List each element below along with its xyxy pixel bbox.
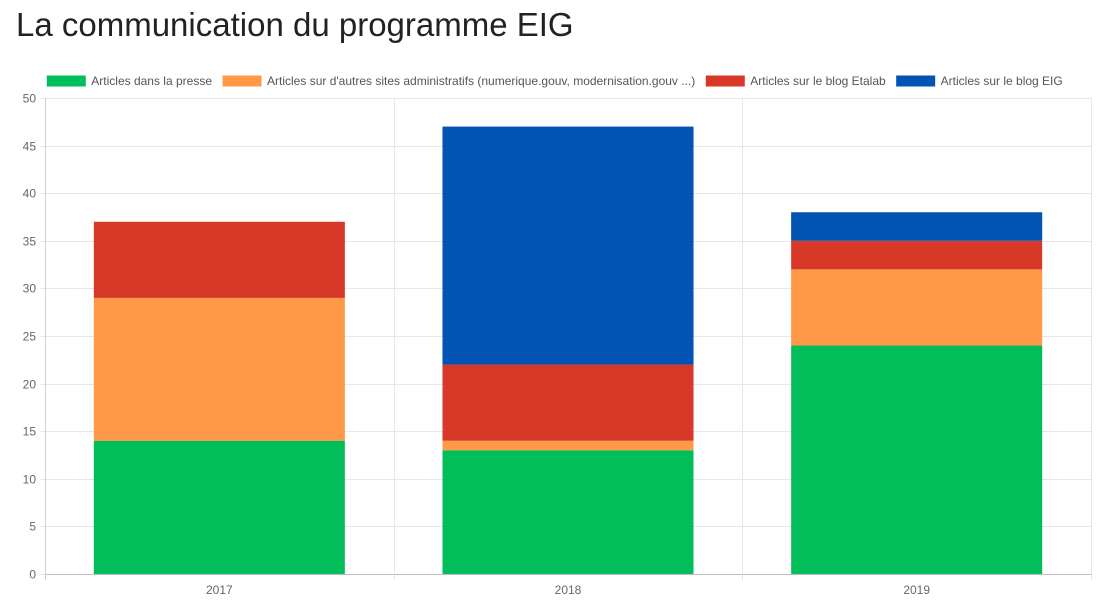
bar-segment[interactable] [442, 450, 694, 574]
legend: Articles dans la presse Articles sur d'au… [45, 74, 1063, 88]
bar-segment[interactable] [791, 212, 1043, 241]
y-tick-label: 15 [23, 425, 37, 439]
bar-segment[interactable] [93, 221, 345, 298]
legend-item[interactable]: Articles sur le blog EIG [895, 74, 1063, 88]
bar-segment[interactable] [791, 240, 1043, 270]
legend-item[interactable]: Articles sur le blog Etalab [704, 74, 886, 88]
legend-item[interactable]: Articles dans la presse [45, 74, 212, 88]
legend-swatch [221, 74, 263, 88]
legend-item[interactable]: Articles sur d'autres sites administrati… [221, 74, 695, 88]
bar-segment[interactable] [442, 440, 694, 451]
y-tick-label: 35 [23, 235, 37, 249]
legend-swatch [704, 74, 746, 88]
legend-label: Articles sur le blog Etalab [750, 74, 886, 88]
bars-layer [93, 126, 1043, 574]
y-tick-label: 45 [23, 140, 37, 154]
bar-segment[interactable] [791, 345, 1043, 574]
x-tick-label: 2019 [903, 583, 930, 597]
y-tick-label: 25 [23, 330, 37, 344]
bar-segment[interactable] [442, 364, 694, 441]
legend-label: Articles dans la presse [91, 74, 212, 88]
y-tick-label: 5 [29, 520, 36, 534]
y-tick-label: 0 [29, 568, 36, 582]
bar-segment[interactable] [93, 440, 345, 574]
y-tick-label: 10 [23, 473, 37, 487]
bar-segment[interactable] [442, 126, 694, 365]
y-tick-label: 30 [23, 282, 37, 296]
legend-swatch [895, 74, 937, 88]
y-tick-label: 20 [23, 378, 37, 392]
legend-swatch [45, 74, 87, 88]
x-tick-label: 2018 [555, 583, 582, 597]
legend-label: Articles sur d'autres sites administrati… [267, 74, 695, 88]
page-title: La communication du programme EIG [16, 6, 574, 43]
y-tick-label: 50 [23, 92, 37, 106]
y-tick-label: 40 [23, 187, 37, 201]
axis-layer: 0 5 10 15 20 25 30 35 40 45 50 2017 2018 2019 [23, 92, 931, 598]
x-tick-label: 2017 [206, 583, 233, 597]
bar-segment[interactable] [93, 297, 345, 441]
legend-label: Articles sur le blog EIG [941, 74, 1063, 88]
bar-segment[interactable] [791, 269, 1043, 346]
